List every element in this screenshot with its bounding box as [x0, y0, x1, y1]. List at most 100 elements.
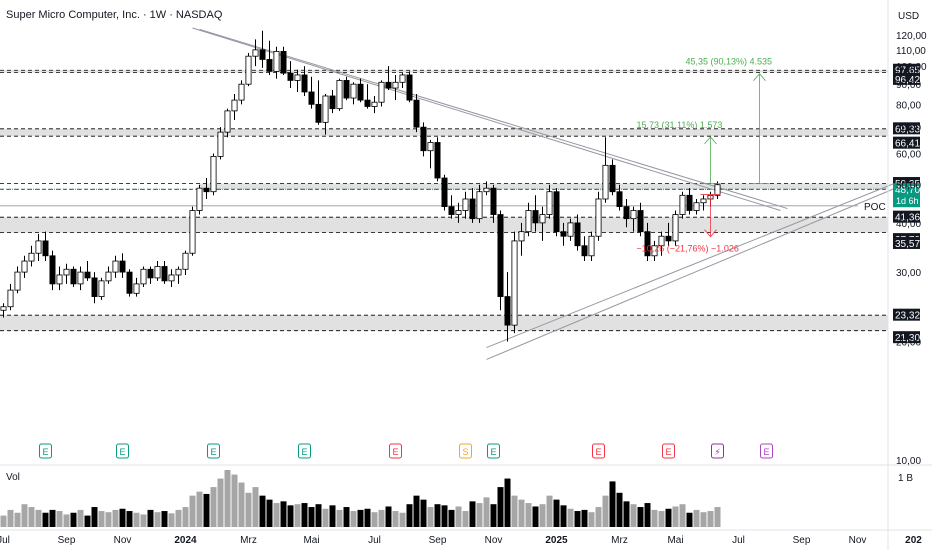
trendline — [199, 28, 788, 210]
candle-body — [665, 235, 672, 242]
candle-body — [245, 55, 252, 85]
event-marker-label: S — [462, 447, 468, 457]
zone-tag-top: 69,33 — [893, 122, 920, 135]
zone-tag-top: 23,32 — [893, 308, 920, 322]
volume-bar — [371, 512, 378, 527]
x-tick-label: Jul — [0, 535, 10, 546]
y-tick-label: 110,00 — [896, 46, 926, 57]
candle — [98, 277, 105, 300]
candle-body — [238, 83, 245, 101]
event-marker[interactable]: E — [592, 443, 605, 459]
volume-bar — [490, 504, 497, 527]
event-marker[interactable]: E — [760, 443, 773, 459]
poc-label: POC — [864, 202, 886, 213]
y-tick-label: 40,00 — [896, 219, 921, 230]
candle — [63, 263, 70, 284]
y-tick-label: 100,00 — [896, 62, 927, 73]
x-tick-label: Nov — [485, 535, 503, 546]
event-marker-label: E — [119, 447, 125, 457]
event-marker[interactable]: E — [207, 443, 220, 459]
candle — [406, 71, 413, 103]
volume-bar — [406, 504, 413, 527]
volume-bar — [252, 487, 259, 527]
volume-bar — [707, 511, 714, 527]
event-marker[interactable]: E — [487, 443, 500, 459]
candle — [574, 214, 581, 251]
candle-body — [0, 306, 7, 311]
event-marker[interactable]: E — [662, 443, 675, 459]
candle — [287, 61, 294, 89]
candle — [259, 30, 266, 68]
candle-body — [525, 210, 532, 233]
volume-bar — [231, 474, 238, 527]
event-marker[interactable]: ⚡ — [711, 443, 724, 459]
event-marker[interactable]: E — [298, 443, 311, 459]
measurement: 15,73 (31,11%) 1.573 — [637, 120, 722, 184]
volume-bar — [553, 499, 560, 527]
y-tick-label: 20,00 — [896, 337, 921, 348]
candle — [714, 181, 721, 199]
volume-label: Vol — [6, 472, 20, 483]
x-tick-label: 202 — [905, 535, 922, 546]
candle — [343, 76, 350, 101]
y-tick-label: 30,00 — [896, 268, 921, 279]
volume-bar — [623, 501, 630, 527]
candle-body — [420, 126, 427, 152]
zone-tag-label: 41,36 — [895, 213, 920, 224]
candle-body — [196, 187, 203, 211]
candle — [133, 277, 140, 297]
zone-tag-bg — [893, 331, 920, 344]
volume-bar — [448, 509, 455, 527]
volume-bar — [595, 507, 602, 527]
candle — [448, 195, 455, 219]
volume-bar — [210, 487, 217, 527]
volume-bar — [679, 504, 686, 527]
y-tick-label: 50,00 — [896, 181, 921, 192]
event-marker-label: E — [595, 447, 601, 457]
event-marker-label: E — [665, 447, 671, 457]
candle-body — [497, 214, 504, 297]
event-marker-label: E — [763, 447, 769, 457]
volume-bar — [693, 509, 700, 527]
candle — [126, 269, 133, 297]
event-marker[interactable]: E — [116, 443, 129, 459]
volume-bar — [35, 509, 42, 527]
candle-body — [532, 210, 539, 224]
candle — [462, 191, 469, 219]
zone-tag-bg — [893, 122, 920, 135]
candle — [651, 240, 658, 262]
volume-bar — [497, 487, 504, 527]
volume-bar — [420, 499, 427, 527]
volume-bar — [154, 512, 161, 527]
volume-bar — [77, 509, 84, 527]
zone-tag-label: 96,42 — [895, 75, 920, 86]
x-tick-label: Sep — [793, 535, 811, 546]
candle-body — [518, 231, 525, 242]
candle-body — [28, 252, 35, 262]
event-marker-box — [39, 443, 52, 459]
candle-body — [84, 271, 91, 279]
candle-body — [336, 80, 343, 110]
event-marker[interactable]: E — [39, 443, 52, 459]
candle — [469, 188, 476, 223]
volume-bar — [504, 478, 511, 527]
candle-body — [70, 268, 77, 285]
volume-bar — [189, 495, 196, 527]
zone-tag-top: 41,36 — [893, 210, 920, 224]
event-marker[interactable]: E — [389, 443, 402, 459]
current-price-label: 48,70 — [895, 185, 920, 196]
volume-bar — [518, 499, 525, 527]
volume-bar — [588, 512, 595, 527]
event-marker[interactable]: S — [459, 443, 472, 459]
volume-bar — [378, 509, 385, 527]
volume-bar — [476, 503, 483, 527]
candle — [504, 272, 511, 342]
candle — [609, 159, 616, 196]
candle — [84, 261, 91, 281]
x-tick-label: Mai — [303, 535, 319, 546]
trendline — [486, 185, 900, 360]
candle — [231, 93, 238, 120]
candle-body — [308, 91, 315, 105]
